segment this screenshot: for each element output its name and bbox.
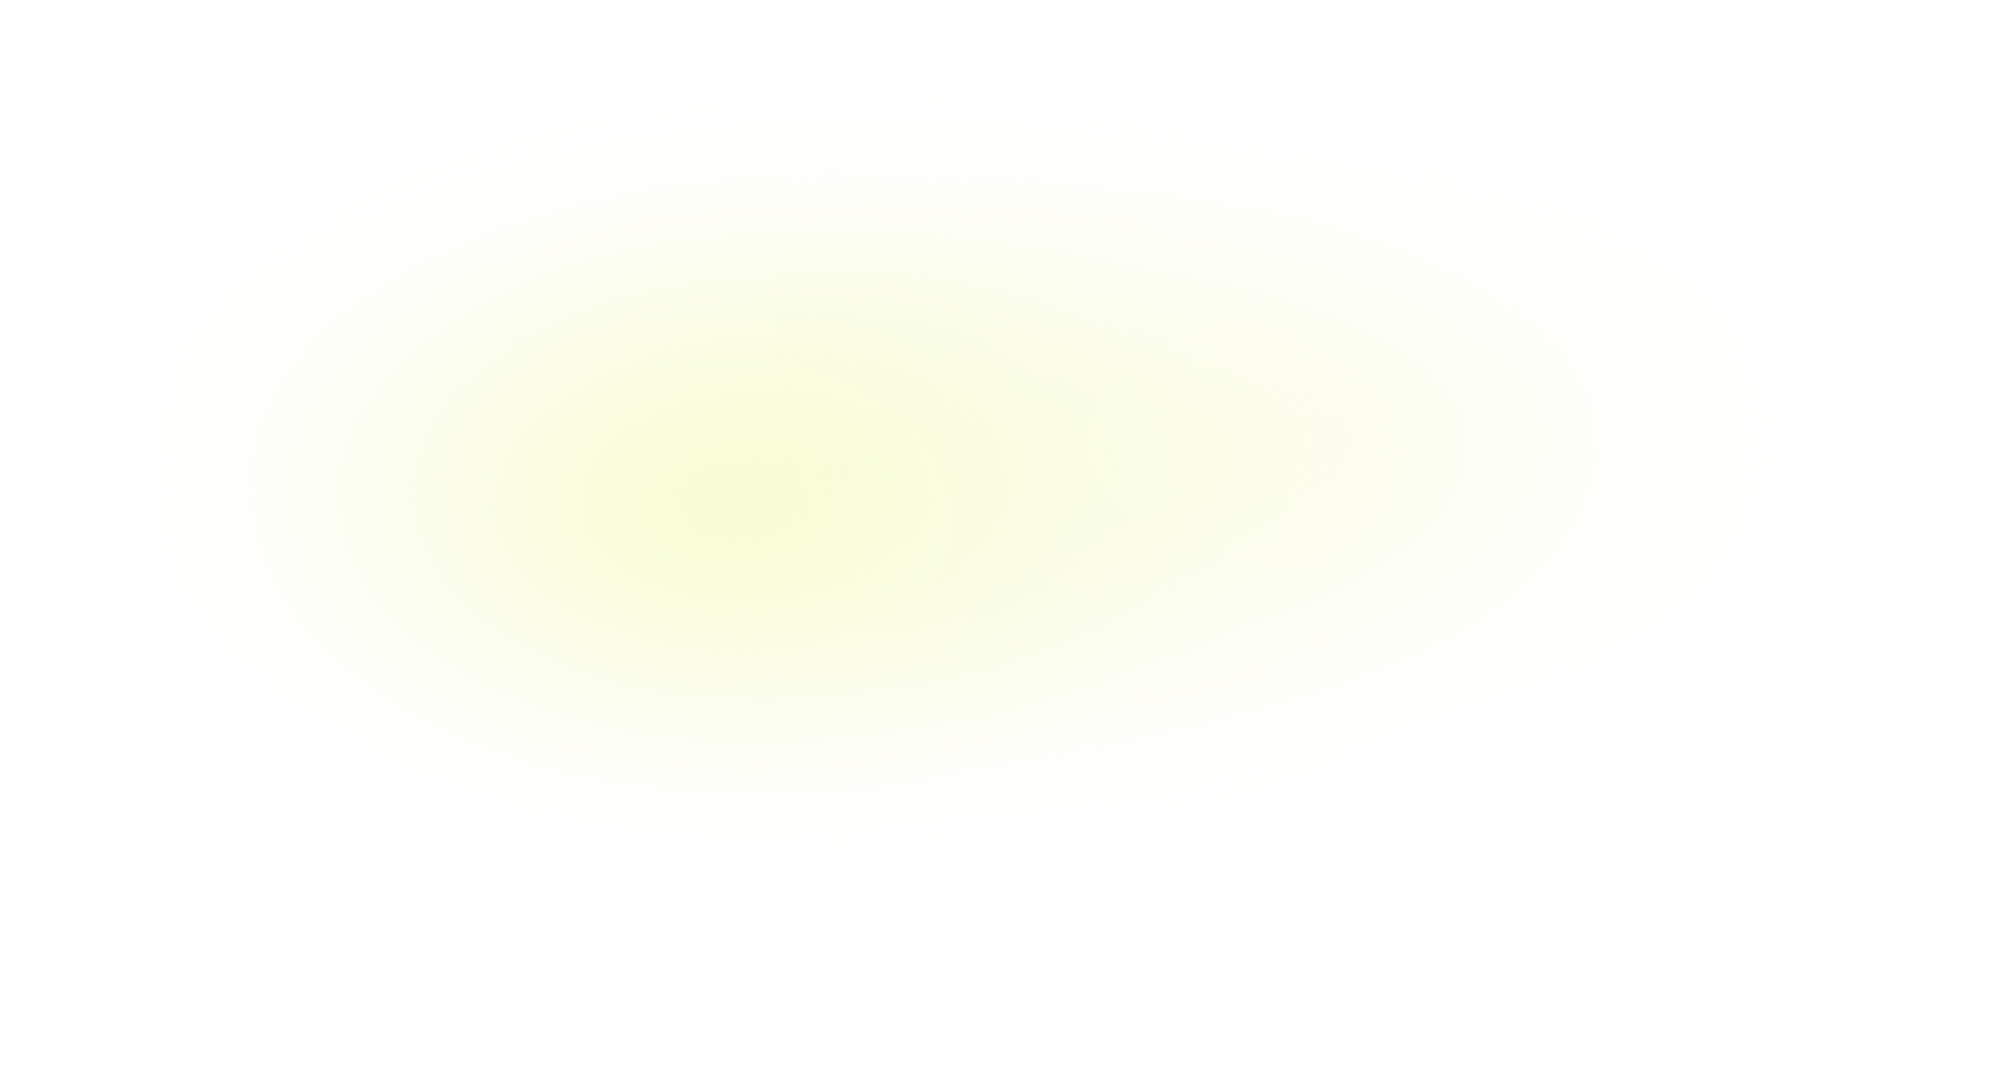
page-background	[0, 0, 2002, 1069]
glow-highlight-right	[0, 0, 2002, 1069]
